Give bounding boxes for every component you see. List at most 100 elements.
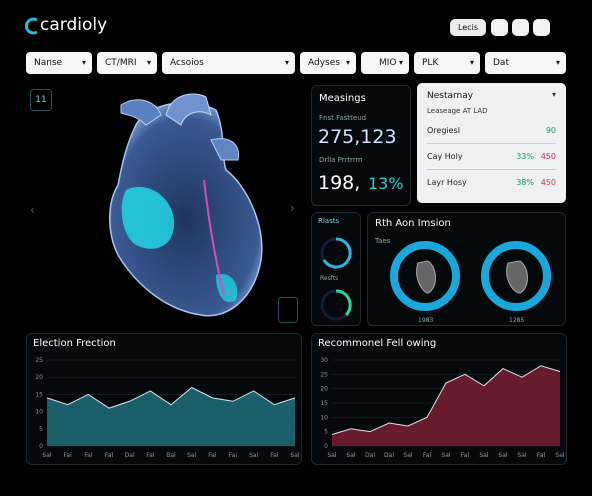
gauge-panel: Rlasts Resfts [311, 212, 361, 326]
x-tick-label: Bal [166, 452, 176, 459]
metric-percent: 13% [368, 174, 404, 193]
x-tick-label: Fai [229, 452, 238, 459]
x-tick-label: Fal [105, 452, 114, 459]
x-tick-label: Dal [365, 452, 375, 459]
line [46, 386, 296, 409]
row-value: 450 [540, 178, 556, 187]
x-tick-label: Fal [461, 452, 470, 459]
ring-caption: 1983 [418, 317, 434, 324]
y-tick-label: 5 [39, 426, 43, 433]
metrics-panel: Measings Fnst Fastteud 275,123 Drlla Prr… [311, 85, 411, 206]
area [47, 387, 295, 446]
dropdown-title: Nestarnay [427, 91, 474, 101]
y-tick-label: 15 [320, 400, 328, 407]
header-button[interactable]: Lecis [450, 19, 486, 36]
filter[interactable]: MIO [361, 52, 409, 74]
x-tick-label: Fal [270, 452, 279, 459]
filter[interactable]: CT/MRI [97, 52, 157, 74]
icon-button[interactable] [533, 19, 550, 36]
row-percent: 38% [516, 178, 534, 187]
y-tick-label: 30 [320, 357, 328, 364]
filter[interactable]: Adyses [300, 52, 356, 74]
x-tick-label: Fal [423, 452, 432, 459]
y-tick-label: 20 [35, 374, 43, 381]
y-tick-label: 5 [324, 429, 328, 436]
y-tick-label: 10 [320, 414, 328, 421]
icon-button[interactable] [491, 19, 508, 36]
x-tick-label: Sal [479, 452, 488, 459]
row-label: Oregiesl [427, 126, 460, 135]
x-tick-label: Sal [42, 452, 51, 459]
view-button[interactable] [278, 297, 298, 323]
x-tick-label: Sal [555, 452, 564, 459]
row-label: Cay Holy [427, 152, 463, 161]
y-tick-label: 25 [35, 357, 43, 364]
gauge-title: Rlasts [318, 217, 340, 225]
metric-value: 198, [318, 172, 361, 194]
heart-panel: 11 ‹ › [26, 85, 306, 326]
gauge [320, 289, 352, 321]
metric-label: Drlla Prrtrrm [319, 156, 363, 164]
x-tick-label: Sal [441, 452, 450, 459]
filter[interactable]: Dat [485, 52, 566, 74]
y-tick-label: 10 [35, 409, 43, 416]
y-tick-label: 25 [320, 371, 328, 378]
logo-icon [24, 17, 38, 35]
arrow-right[interactable]: › [290, 201, 295, 215]
rotation-title: Rth Aon Imsion [375, 218, 451, 229]
metrics-title: Measings [319, 93, 366, 104]
chart-title: Election Frection [33, 338, 116, 349]
area-chart: Recommonel Fell owing 0 5 10 15 20 25 30 Sal Sal… [311, 333, 567, 465]
dropdown-row[interactable]: Cay Holy 33% 450 [427, 145, 556, 170]
x-tick-label: Fai [64, 452, 73, 459]
row-value: 450 [540, 152, 556, 161]
x-tick-label: Sal [290, 452, 299, 459]
rotation-label: Taes [375, 237, 391, 245]
line [331, 365, 561, 436]
area [332, 365, 560, 446]
x-tick-label: Sal [403, 452, 412, 459]
area-chart: Election Frection 0 5 10 15 20 25 Sal Fai Fal Fal… [26, 333, 302, 465]
dropdown-subtitle: Leaseage AT LAD [427, 107, 488, 115]
x-tick-label: Fal [84, 452, 93, 459]
x-tick-label: Sal [327, 452, 336, 459]
x-tick-label: Sal [346, 452, 355, 459]
dropdown-caret[interactable]: ▾ [551, 90, 556, 99]
y-tick-label: 0 [324, 443, 328, 450]
gauge [320, 237, 352, 269]
rotation-rings [390, 241, 551, 311]
x-tick-label: Sal [187, 452, 196, 459]
chart-title: Recommonel Fell owing [318, 338, 436, 349]
dropdown-row[interactable]: Layr Hosy 38% 450 [427, 171, 556, 195]
rotation-panel: Rth Aon Imsion Taes 1983 1285 [367, 212, 566, 326]
x-tick-label: Fal [537, 452, 546, 459]
filter[interactable]: PLK [414, 52, 480, 74]
y-tick-label: 0 [39, 443, 43, 450]
row-value: 90 [545, 126, 556, 135]
row-label: Layr Hosy [427, 178, 467, 187]
x-tick-label: Sal [517, 452, 526, 459]
filter[interactable]: Acsoios [162, 52, 295, 74]
y-tick-label: 20 [320, 386, 328, 393]
row-percent: 33% [516, 152, 534, 161]
metric-label: Fnst Fastteud [319, 114, 367, 122]
x-tick-label: Sal [249, 452, 258, 459]
heart-label: 11 [30, 89, 52, 111]
heart-illustration [109, 93, 263, 317]
x-tick-label: Fal [146, 452, 155, 459]
metric-value: 275,123 [318, 126, 397, 148]
arrow-left[interactable]: ‹ [30, 203, 35, 217]
dropdown-row[interactable]: Oregiesl 90 [427, 119, 556, 144]
x-tick-label: Dal [125, 452, 135, 459]
x-tick-label: Sal [498, 452, 507, 459]
icon-button[interactable] [512, 19, 529, 36]
x-tick-label: Dal [384, 452, 394, 459]
ring-caption: 1285 [509, 317, 525, 324]
dropdown: Nestarnay ▾ Leaseage AT LAD Oregiesl 90 C… [417, 83, 566, 203]
filter[interactable]: Nanse [26, 52, 92, 74]
x-tick-label: Fal [208, 452, 217, 459]
gauge-label: Resfts [320, 275, 339, 282]
logo: cardioly [40, 15, 108, 35]
y-tick-label: 15 [35, 391, 43, 398]
